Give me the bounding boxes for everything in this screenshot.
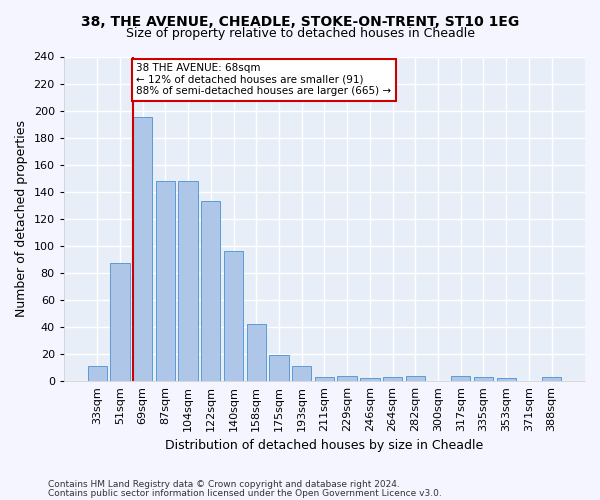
Bar	[360, 378, 380, 381]
Bar	[201, 202, 220, 381]
Bar	[88, 366, 107, 381]
Bar	[337, 376, 357, 381]
Y-axis label: Number of detached properties: Number of detached properties	[15, 120, 28, 318]
Bar	[406, 376, 425, 381]
Bar	[383, 377, 402, 381]
Text: Contains public sector information licensed under the Open Government Licence v3: Contains public sector information licen…	[48, 489, 442, 498]
Bar	[474, 377, 493, 381]
Bar	[497, 378, 516, 381]
Bar	[247, 324, 266, 381]
Bar	[155, 181, 175, 381]
Bar	[178, 181, 198, 381]
Text: Size of property relative to detached houses in Cheadle: Size of property relative to detached ho…	[125, 28, 475, 40]
Text: 38, THE AVENUE, CHEADLE, STOKE-ON-TRENT, ST10 1EG: 38, THE AVENUE, CHEADLE, STOKE-ON-TRENT,…	[81, 15, 519, 29]
Bar	[224, 252, 243, 381]
Bar	[315, 377, 334, 381]
X-axis label: Distribution of detached houses by size in Cheadle: Distribution of detached houses by size …	[165, 440, 484, 452]
Bar	[133, 118, 152, 381]
Text: 38 THE AVENUE: 68sqm
← 12% of detached houses are smaller (91)
88% of semi-detac: 38 THE AVENUE: 68sqm ← 12% of detached h…	[136, 64, 392, 96]
Bar	[292, 366, 311, 381]
Bar	[269, 356, 289, 381]
Bar	[542, 377, 562, 381]
Bar	[451, 376, 470, 381]
Text: Contains HM Land Registry data © Crown copyright and database right 2024.: Contains HM Land Registry data © Crown c…	[48, 480, 400, 489]
Bar	[110, 264, 130, 381]
